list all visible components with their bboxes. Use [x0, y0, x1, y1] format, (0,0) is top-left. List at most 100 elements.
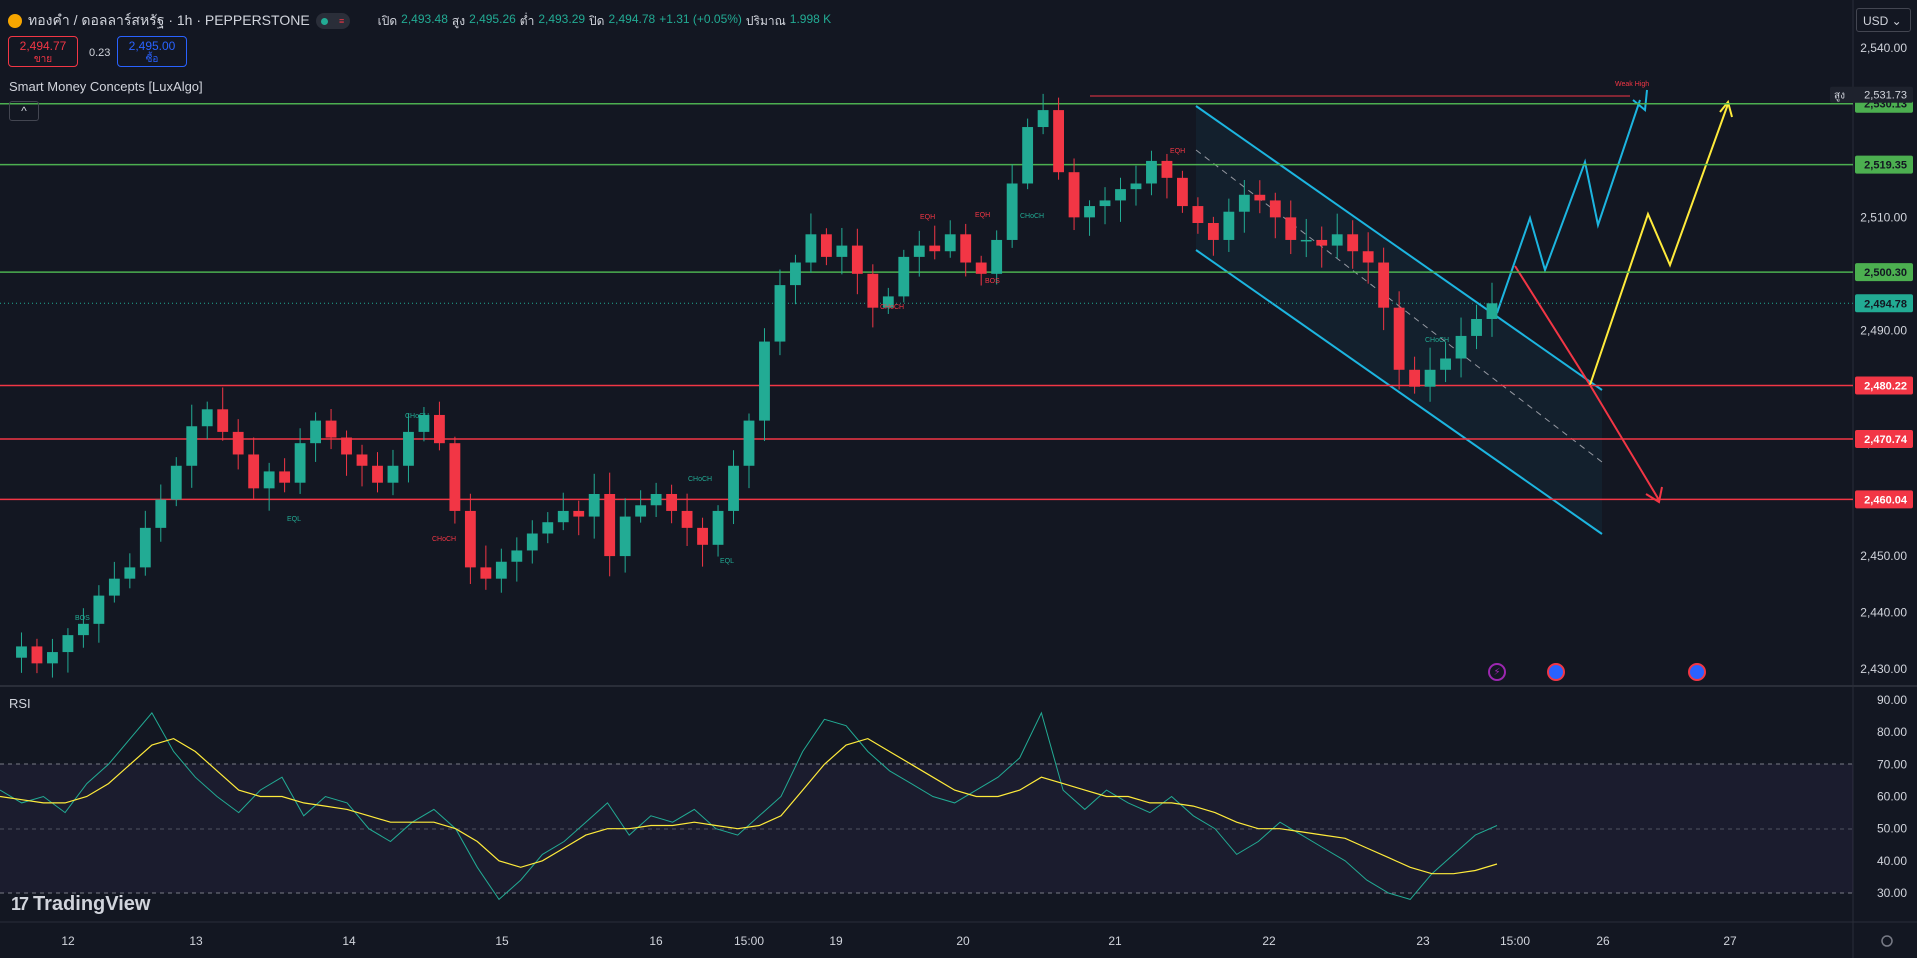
candle-body [604, 493, 616, 557]
rsi-name[interactable]: RSI [9, 696, 31, 711]
buy-label: ซื้อ [145, 54, 159, 65]
candle-body [882, 296, 894, 308]
rsi-tick-label: 80.00 [1877, 725, 1907, 739]
candle-body [1409, 369, 1421, 387]
candle-body [1161, 160, 1173, 178]
symbol-title[interactable]: ทองคำ / ดอลลาร์สหรัฐ · 1h · PEPPERSTONE [28, 12, 310, 28]
candle-body [403, 431, 414, 466]
change-value: +1.31 (+0.05%) [659, 11, 742, 26]
candle-body [372, 465, 383, 483]
channel-upper-line[interactable] [1195, 105, 1603, 391]
lightning-event-icon[interactable]: ⚡ [1488, 663, 1506, 681]
candle-body [511, 550, 523, 562]
channel-lower-line[interactable] [1195, 249, 1603, 535]
candle-body [201, 409, 213, 427]
chevron-up-icon[interactable]: ^ [9, 101, 39, 121]
high-marker-label: 2,531.73 [1864, 90, 1907, 102]
projection-yellow[interactable] [1589, 103, 1729, 386]
tradingview-mark-icon: 17 [11, 894, 29, 914]
candle-body [681, 510, 693, 528]
candle-body [31, 646, 43, 664]
candle-body [697, 527, 708, 545]
last-price-label: 2,494.78 [1864, 298, 1907, 310]
candle-body [1006, 183, 1018, 240]
currency-value: USD [1863, 14, 1889, 28]
time-tick-label: 20 [956, 934, 970, 948]
price-tick-label: 2,490.00 [1860, 323, 1907, 337]
time-tick-label: 27 [1723, 934, 1737, 948]
buy-price: 2,495.00 [128, 39, 176, 53]
candle-body [867, 273, 879, 308]
smc-annotation: CHoCH [1425, 337, 1449, 344]
tradingview-logo[interactable]: 17 TradingView [11, 893, 150, 916]
open-value: 2,493.48 [401, 11, 448, 26]
time-tick-label: 23 [1416, 934, 1430, 948]
candle-body [1053, 110, 1065, 173]
candle-body [387, 465, 399, 483]
candle-body [1455, 335, 1467, 359]
rsi-band [0, 764, 1853, 893]
candle-body [1424, 369, 1436, 387]
smc-annotation: EQH [1170, 148, 1185, 155]
level-label: 2,480.22 [1864, 380, 1907, 392]
price-tick-label: 2,430.00 [1860, 662, 1907, 676]
us-flag-event-icon[interactable] [1688, 663, 1706, 681]
time-tick-label: 15:00 [734, 934, 764, 948]
smc-annotation: EQL [287, 516, 301, 523]
rsi-tick-label: 50.00 [1877, 822, 1907, 836]
close-value: 2,494.78 [608, 11, 656, 26]
level-label: 2,500.30 [1864, 267, 1907, 279]
volume-label: ปริมาณ [745, 13, 786, 28]
time-tick-label: 15:00 [1500, 934, 1530, 948]
candle-body [1207, 223, 1219, 240]
indicator-name[interactable]: Smart Money Concepts [LuxAlgo] [9, 79, 203, 94]
candle-body [62, 635, 74, 653]
candle-body [774, 285, 786, 342]
level-tag [1855, 430, 1913, 449]
price-tick-label: 2,540.00 [1860, 41, 1907, 55]
settings-gear-icon[interactable] [1881, 935, 1893, 947]
candle-body [1331, 234, 1343, 246]
candle-body [1176, 177, 1188, 207]
candle-body [1300, 239, 1312, 242]
sell-button[interactable]: 2,494.77 ขาย [8, 36, 78, 67]
brand-name: TradingView [33, 893, 151, 915]
candle-body [139, 527, 151, 568]
level-tag [1855, 155, 1913, 174]
candle-body [542, 522, 554, 534]
candle-body [991, 239, 1003, 274]
last-price-tag [1855, 294, 1913, 313]
market-status-toggle[interactable]: ≡ [315, 13, 350, 29]
candle-body [170, 465, 182, 500]
candle-body [418, 414, 430, 432]
rsi-ma-line [0, 737, 1498, 875]
level-tag [1855, 263, 1913, 282]
candle-body [666, 493, 678, 511]
rsi-tick-label: 70.00 [1877, 757, 1907, 771]
currency-select[interactable]: USD ⌄ [1856, 8, 1911, 32]
candle-body [1084, 206, 1095, 218]
candle-body [526, 533, 538, 551]
candle-body [495, 561, 507, 579]
symbol-header[interactable]: ทองคำ / ดอลลาร์สหรัฐ · 1h · PEPPERSTONE … [8, 10, 831, 32]
candle-body [1347, 234, 1359, 252]
candle-body [279, 471, 291, 483]
candle-body [1223, 211, 1235, 240]
price-tick-label: 2,510.00 [1860, 210, 1907, 224]
candle-body [464, 510, 476, 568]
us-flag-event-icon[interactable] [1547, 663, 1565, 681]
projection-cyan[interactable] [1496, 99, 1641, 314]
projection-yellow-arrow [1719, 99, 1733, 118]
level-label: 2,470.74 [1864, 434, 1908, 446]
time-tick-label: 21 [1108, 934, 1122, 948]
sell-price: 2,494.77 [19, 39, 67, 53]
candle-body [851, 245, 863, 274]
candle-body [573, 510, 585, 517]
candle-body [217, 409, 229, 432]
time-tick-label: 22 [1262, 934, 1276, 948]
buy-button[interactable]: 2,495.00 ซื้อ [117, 36, 187, 67]
candle-body [1115, 189, 1126, 201]
time-tick-label: 13 [189, 934, 203, 948]
candle-body [712, 510, 724, 545]
